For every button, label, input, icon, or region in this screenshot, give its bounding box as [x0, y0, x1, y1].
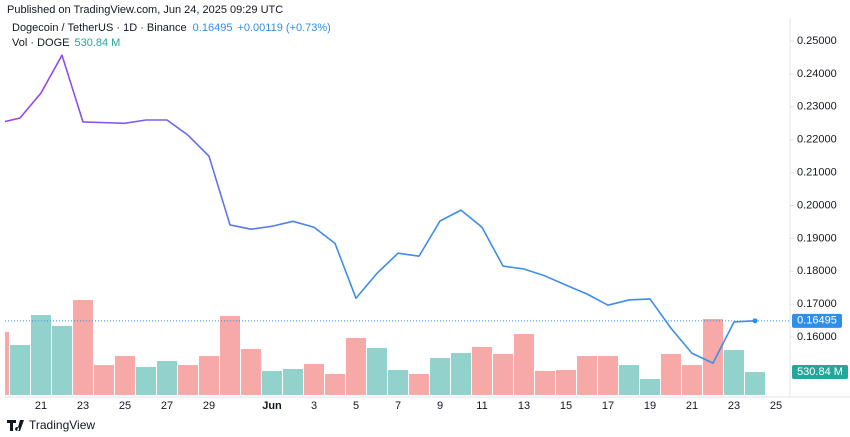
volume-bar: [367, 347, 387, 395]
volume-bar: [745, 372, 765, 395]
y-tick-label: 0.23000: [797, 101, 837, 113]
volume-bar: [199, 356, 219, 395]
volume-bar: [31, 315, 51, 395]
x-tick-label: 25: [119, 400, 131, 412]
volume-bar: [304, 364, 324, 395]
x-tick-label: 25: [770, 400, 782, 412]
volume-bar: [178, 365, 198, 395]
volume-tag-label: 530.84 M: [797, 366, 843, 378]
chart-title: Dogecoin / TetherUS · 1D · Binance: [12, 22, 187, 34]
y-tick-label: 0.24000: [797, 68, 837, 80]
volume-bar: [640, 379, 660, 395]
header: Dogecoin / TetherUS · 1D · Binance 0.164…: [12, 22, 331, 49]
volume-bar: [619, 365, 639, 395]
price-line: [5, 54, 756, 364]
x-tick-label: 7: [395, 400, 401, 412]
y-tick-label: 0.18000: [797, 265, 837, 277]
volume-bar: [94, 365, 114, 395]
x-tick-label: 11: [476, 400, 487, 412]
volume-bar: [115, 356, 135, 395]
volume-title: Vol · DOGE: [12, 37, 69, 49]
volume-bar: [472, 346, 492, 395]
y-tick-label: 0.21000: [797, 167, 837, 179]
x-tick-label: 27: [161, 400, 173, 412]
y-tick-label: 0.22000: [797, 134, 837, 146]
volume-bar: [388, 370, 408, 395]
volume-bar: [409, 373, 429, 395]
volume-bar: [10, 345, 30, 395]
price-tag-label: 0.16495: [797, 315, 837, 327]
volume-bar: [5, 332, 9, 395]
x-tick-label: 17: [602, 400, 614, 412]
header-volume: 530.84 M: [74, 37, 120, 49]
header-price: 0.16495: [193, 22, 233, 34]
volume-bar: [598, 356, 618, 395]
last-point: [752, 318, 758, 324]
header-change: +0.00119 (+0.73%): [237, 22, 330, 34]
x-tick-label: 23: [77, 400, 89, 412]
footer-logo: TradingView: [7, 418, 95, 432]
volume-bar: [283, 369, 303, 395]
volume-bar: [514, 333, 534, 395]
x-tick-label: 5: [353, 400, 359, 412]
plot-area: [5, 54, 790, 395]
x-tick-label: 19: [644, 400, 656, 412]
price-tag: [792, 313, 842, 328]
volume-bar: [577, 356, 597, 395]
volume-bar: [556, 370, 576, 395]
volume-bar: [136, 367, 156, 395]
overlay: 530.84 M 0.16495: [792, 313, 848, 379]
volume-bar: [661, 354, 681, 395]
volume-bar: [157, 360, 177, 395]
volume-bar: [682, 365, 702, 395]
publisher: Published on TradingView.com, Jun 24, 20…: [7, 4, 283, 16]
footer: TradingView: [29, 418, 95, 432]
x-tick-label: 23: [728, 400, 740, 412]
volume-bar: [724, 349, 744, 395]
x-tick-label: 15: [560, 400, 572, 412]
x-tick-label: 29: [203, 400, 215, 412]
y-tick-label: 0.19000: [797, 232, 837, 244]
volume-bar: [346, 337, 366, 395]
volume-bar: [430, 357, 450, 395]
volume-bar: [493, 354, 513, 395]
volume-bar: [73, 299, 93, 395]
volume-bar: [262, 370, 282, 395]
y-tick-label: 0.20000: [797, 199, 837, 211]
x-tick-label: 3: [311, 400, 317, 412]
x-tick-label: 13: [518, 400, 530, 412]
volume-bar: [703, 319, 723, 395]
x-tick-label: 21: [686, 400, 698, 412]
volume-bar: [241, 348, 261, 395]
x-tick-label: Jun: [262, 400, 282, 412]
volume-tag: [792, 365, 848, 379]
y-tick-label: 0.17000: [797, 298, 837, 310]
volume-bar: [451, 353, 471, 395]
volume-bar: [52, 325, 72, 395]
y-tick-label: 0.25000: [797, 35, 837, 47]
y-tick-label: 0.16000: [797, 331, 837, 343]
x-tick-label: 21: [35, 400, 47, 412]
volume-bar: [325, 373, 345, 395]
volume-bar: [535, 370, 555, 395]
x-tick-label: 9: [437, 400, 443, 412]
volume-bar: [220, 316, 240, 395]
